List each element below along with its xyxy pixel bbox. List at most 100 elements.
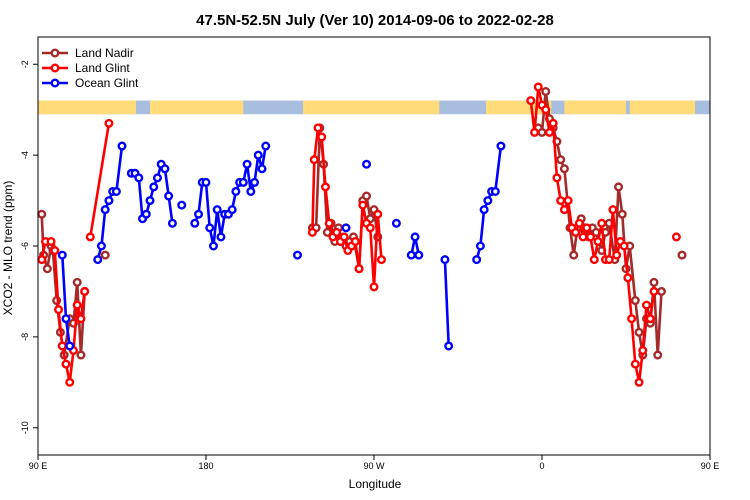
data-point <box>365 223 375 233</box>
series-line <box>443 259 450 347</box>
data-point <box>490 186 500 196</box>
legend-label: Ocean Glint <box>75 76 139 90</box>
data-point <box>50 246 60 256</box>
data-point <box>313 123 323 133</box>
data-point <box>42 264 52 274</box>
series-line <box>193 145 267 248</box>
data-point <box>54 305 64 315</box>
data-point <box>307 227 317 237</box>
data-point <box>614 182 624 192</box>
data-point <box>57 250 67 260</box>
y-tick-label: -4 <box>20 151 30 159</box>
data-point <box>671 232 681 242</box>
y-tick-label: -8 <box>20 333 30 341</box>
y-axis: -2 -4 -6 -8 -10 <box>20 60 38 434</box>
chart-title: 47.5N-52.5N July (Ver 10) 2014-09-06 to … <box>196 12 554 29</box>
data-point <box>354 264 364 274</box>
data-point <box>149 182 159 192</box>
data-point <box>391 218 401 228</box>
data-point <box>104 196 114 206</box>
land-band-segment <box>564 100 626 115</box>
data-point <box>201 177 211 187</box>
data-point <box>578 232 588 242</box>
data-point <box>556 196 566 206</box>
data-point <box>612 250 622 260</box>
data-point <box>65 341 75 351</box>
data-point <box>548 118 558 128</box>
data-point <box>167 218 177 228</box>
data-point <box>376 255 386 265</box>
data-point <box>160 164 170 174</box>
data-point <box>238 177 248 187</box>
data-point <box>292 250 302 260</box>
data-point <box>339 232 349 242</box>
data-point <box>358 200 368 210</box>
data-point <box>145 196 155 206</box>
legend-marker <box>50 63 60 73</box>
data-point <box>369 282 379 292</box>
data-point <box>216 232 226 242</box>
data-point <box>586 232 596 242</box>
data-point <box>72 277 82 287</box>
data-point <box>537 127 547 137</box>
data-point <box>593 236 603 246</box>
data-point <box>559 164 569 174</box>
legend-label: Land Nadir <box>75 46 134 60</box>
land-band-segment <box>150 100 244 115</box>
y-tick-label: -2 <box>20 60 30 68</box>
data-point <box>205 223 215 233</box>
data-point <box>530 127 540 137</box>
x-axis-label: Longitude <box>349 477 402 491</box>
y-axis-label: XCO2 - MLO trend (ppm) <box>1 181 15 316</box>
data-point <box>653 350 663 360</box>
data-point <box>100 205 110 215</box>
x-tick-label: 180 <box>198 461 213 471</box>
data-point <box>362 159 372 169</box>
series-line <box>529 85 656 384</box>
data-point <box>608 205 618 215</box>
data-point <box>444 341 454 351</box>
data-point <box>324 218 334 228</box>
legend-marker <box>50 78 60 88</box>
data-point <box>93 255 103 265</box>
data-point <box>141 209 151 219</box>
data-point <box>410 232 420 242</box>
data-point <box>332 227 342 237</box>
data-point <box>563 196 573 206</box>
x-tick-label: 90 E <box>701 461 720 471</box>
data-point <box>85 232 95 242</box>
data-point <box>250 177 260 187</box>
data-point <box>96 241 106 251</box>
data-point <box>117 141 127 151</box>
data-point <box>440 255 450 265</box>
data-point <box>544 127 554 137</box>
land-band-segment <box>38 100 136 115</box>
data-point <box>541 87 551 97</box>
data-point <box>630 296 640 306</box>
x-tick-label: 90 E <box>29 461 48 471</box>
land-band-segment <box>303 100 440 115</box>
data-point <box>134 173 144 183</box>
data-point <box>80 286 90 296</box>
data-point <box>627 314 637 324</box>
data-point <box>604 255 614 265</box>
plot-area <box>37 82 710 387</box>
land-band-segment <box>629 100 696 115</box>
data-point <box>619 241 629 251</box>
data-point <box>261 141 271 151</box>
land-band-segment <box>486 100 552 115</box>
data-point <box>164 191 174 201</box>
data-point <box>649 286 659 296</box>
data-point <box>190 218 200 228</box>
data-point <box>362 191 372 201</box>
data-point <box>656 286 666 296</box>
data-point <box>597 218 607 228</box>
data-point <box>472 255 482 265</box>
y-tick-label: -6 <box>20 242 30 250</box>
data-point <box>76 314 86 324</box>
data-point <box>552 173 562 183</box>
data-point <box>559 205 569 215</box>
data-point <box>341 223 351 233</box>
data-point <box>246 186 256 196</box>
